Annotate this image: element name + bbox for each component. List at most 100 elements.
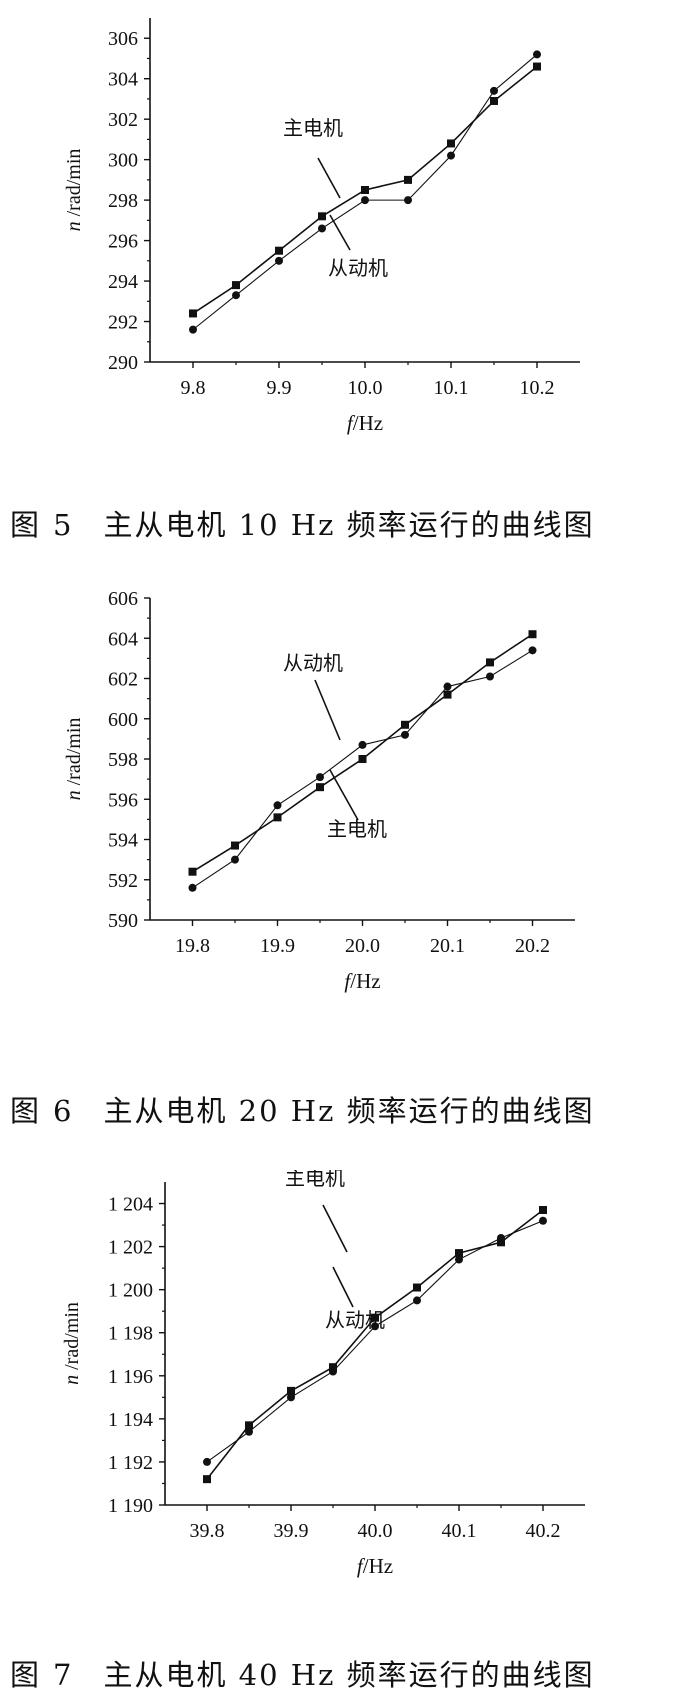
data-point-square (203, 1475, 211, 1484)
y-axis-unit: /rad/min (61, 1302, 83, 1375)
annotation-label: 主电机 (283, 117, 343, 140)
data-point-circle (361, 196, 369, 205)
data-point-circle (232, 291, 240, 300)
data-point-square (231, 841, 239, 850)
data-point-square (273, 813, 282, 822)
data-point-square (316, 783, 324, 792)
data-point-square (287, 1386, 295, 1395)
data-point-circle (231, 855, 239, 864)
data-point-square (371, 1313, 379, 1322)
annotation-leader-line (317, 157, 341, 199)
data-point-square (413, 1283, 421, 1292)
y-tick-label: 1 200 (108, 1280, 153, 1302)
chart-7: 1 190 1 192 1 194 1 196 1 198 1 200 1 202 1 204… (61, 1170, 585, 1578)
data-point-circle (404, 196, 412, 205)
y-tick-label: 606 (108, 588, 138, 610)
data-point-circle (490, 86, 498, 95)
caption-label: 图 (10, 508, 42, 542)
y-tick-label: 300 (108, 150, 138, 172)
x-tick-label: 10.0 (348, 377, 383, 399)
x-axis-label: f/Hz (347, 411, 383, 435)
y-tick-label: 296 (108, 231, 138, 253)
caption-label: 图 (10, 1658, 42, 1692)
annotation-leader-line (329, 769, 359, 821)
y-axis-unit: /rad/min (63, 149, 85, 222)
data-point-circle (273, 801, 282, 810)
data-point-circle (455, 1255, 463, 1264)
y-tick-label: 290 (108, 352, 138, 374)
x-tick-label: 10.2 (520, 377, 555, 399)
y-tick-label: 1 196 (108, 1366, 153, 1388)
caption-6: 图 6 主从电机 20 Hz 频率运行的曲线图 (10, 1088, 595, 1130)
y-tick-label: 1 190 (108, 1495, 153, 1517)
x-tick-label: 40.2 (526, 1520, 561, 1542)
annotation-label: 主电机 (327, 818, 387, 841)
figure-6: 590 592 594 596 598 600 602 604 606 19.8 19.9 20.0 2… (0, 580, 682, 1140)
y-axis-label: n /rad/min (63, 718, 85, 801)
data-point-circle (443, 682, 452, 691)
series-line-follower (206, 1220, 544, 1463)
data-point-square (245, 1421, 253, 1430)
x-axis-label: f/Hz (357, 1554, 393, 1578)
data-point-circle (528, 646, 537, 655)
y-tick-label: 592 (108, 870, 138, 892)
data-point-square (539, 1205, 547, 1214)
data-point-circle (413, 1296, 421, 1305)
caption-number: 6 (53, 1094, 74, 1128)
x-tick-label: 10.1 (434, 377, 469, 399)
series-line-main (206, 1209, 544, 1480)
x-tick-label: 20.2 (515, 935, 550, 957)
y-tick-label: 302 (108, 109, 138, 131)
y-tick-label: 292 (108, 312, 138, 334)
y-tick-label: 596 (108, 789, 138, 811)
data-point-circle (188, 883, 197, 892)
annotation-leader-line (314, 679, 341, 741)
x-axis-unit: /Hz (363, 1554, 393, 1578)
caption-7: 图 7 主从电机 40 Hz 频率运行的曲线图 (10, 1652, 595, 1694)
chart-6: 590 592 594 596 598 600 602 604 606 19.8 19.9 20.0 2… (63, 588, 575, 993)
data-point-circle (539, 1216, 547, 1225)
y-tick-label: 1 204 (108, 1194, 153, 1216)
annotation-label: 从动机 (283, 652, 343, 675)
data-point-square (189, 309, 197, 318)
data-point-circle (189, 325, 197, 334)
data-point-circle (275, 256, 283, 265)
x-axis-var: f (344, 969, 353, 993)
data-point-square (533, 62, 541, 71)
data-point-circle (533, 50, 541, 59)
y-axis-label: n /rad/min (61, 1302, 83, 1385)
x-tick-label: 20.1 (430, 935, 465, 957)
data-point-circle (329, 1367, 337, 1376)
x-axis-label: f/Hz (344, 969, 380, 993)
caption-text: 主从电机 10 Hz 频率运行的曲线图 (103, 508, 595, 542)
data-point-circle (318, 224, 326, 233)
data-point-square (188, 867, 197, 876)
x-axis-var: f (347, 411, 356, 435)
data-point-square (455, 1249, 463, 1258)
caption-text: 主从电机 20 Hz 频率运行的曲线图 (103, 1094, 595, 1128)
y-tick-label: 590 (108, 910, 138, 932)
data-point-square (232, 281, 240, 290)
x-tick-label: 19.9 (260, 935, 295, 957)
figure-5: 290 292 294 296 298 300 302 304 306 9.8 9.9 10.0 10.… (0, 0, 682, 560)
data-point-square (318, 212, 326, 221)
data-point-square (358, 755, 367, 763)
x-tick-label: 19.8 (175, 935, 210, 957)
x-axis-unit: /Hz (350, 969, 380, 993)
y-tick-label: 598 (108, 749, 138, 771)
chart-5: 290 292 294 296 298 300 302 304 306 9.8 9.9 10.0 10.… (63, 18, 580, 435)
data-point-circle (316, 773, 324, 782)
data-point-square (404, 175, 412, 184)
data-point-circle (245, 1427, 253, 1436)
data-point-square (401, 720, 409, 729)
data-point-square (275, 246, 283, 255)
x-tick-label: 20.0 (345, 935, 380, 957)
x-tick-label: 40.1 (442, 1520, 477, 1542)
y-axis-unit: /rad/min (63, 718, 85, 791)
data-point-circle (447, 151, 455, 160)
annotation-leader-line (329, 214, 351, 251)
y-tick-label: 594 (108, 830, 138, 852)
caption-label: 图 (10, 1094, 42, 1128)
caption-5: 图 5 主从电机 10 Hz 频率运行的曲线图 (10, 502, 595, 544)
x-tick-label: 9.8 (181, 377, 206, 399)
